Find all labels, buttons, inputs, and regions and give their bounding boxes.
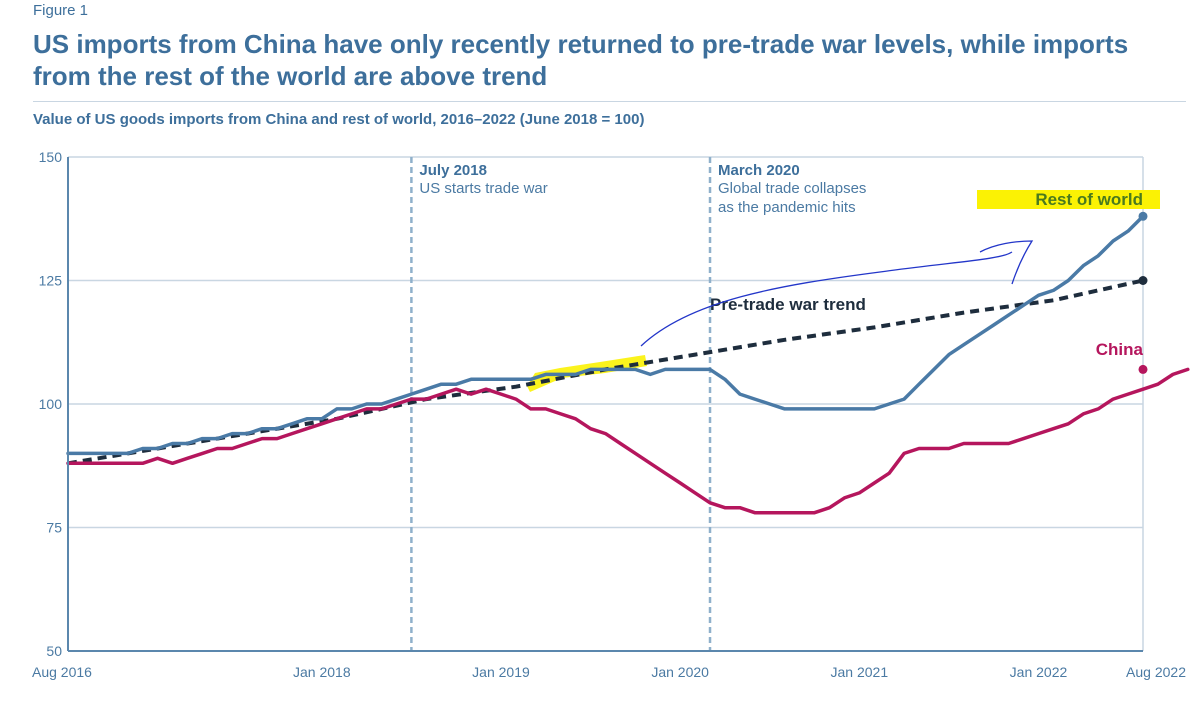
series-end-marker-pre-trade-war-trend — [1138, 276, 1148, 285]
chart-title: US imports from China have only recently… — [33, 29, 1129, 91]
x-tick-label-jan-2018: Jan 2018 — [293, 664, 351, 680]
y-tick-label-100: 100 — [39, 396, 63, 412]
x-tick-label-jan-2019: Jan 2019 — [472, 664, 530, 680]
label-rest-of-world: Rest of world — [1035, 190, 1143, 209]
annotation-text-1-1: as the pandemic hits — [718, 199, 856, 216]
series-line-rest-of-world — [66, 214, 1145, 456]
pen-arrow-head — [979, 240, 1034, 285]
title-divider — [33, 101, 1186, 102]
label-pre-trade-war-trend: Pre-trade war trend — [710, 295, 866, 314]
chart-series — [66, 211, 1190, 515]
annotation-text-1-0: Global trade collapses — [718, 180, 866, 197]
chart-axes: 50 75 100 125 150 Aug 2016 Jan 2018 Jan 2019 Jan… — [32, 149, 1186, 680]
x-tick-label-jan-2022: Jan 2022 — [1010, 664, 1068, 680]
x-tick-label-aug-2016: Aug 2016 — [32, 664, 92, 680]
annotation-title-0: July 2018 — [419, 162, 487, 179]
chart-subtitle: Value of US goods imports from China and… — [33, 111, 645, 128]
x-tick-label-aug-2022: Aug 2022 — [1126, 664, 1186, 680]
y-tick-label-75: 75 — [46, 520, 62, 536]
highlighter-mark-label — [977, 190, 1160, 209]
x-tick-label-jan-2021: Jan 2021 — [831, 664, 889, 680]
label-china: China — [1096, 340, 1144, 359]
annotation-title-1: March 2020 — [718, 162, 800, 179]
series-end-marker-rest-of-world — [1138, 211, 1148, 221]
chart-grid — [68, 156, 1144, 651]
figure-label: Figure 1 — [33, 2, 89, 19]
chart-series-labels: Rest of world China Pre-trade war trend — [710, 190, 1160, 359]
pen-annotation — [640, 240, 1034, 347]
series-end-marker-china — [1138, 364, 1148, 374]
series-line-china — [66, 367, 1190, 515]
y-tick-label-50: 50 — [46, 643, 62, 659]
annotation-text-0-0: US starts trade war — [419, 180, 547, 197]
x-tick-label-jan-2020: Jan 2020 — [651, 664, 709, 680]
pen-arrow-line — [640, 251, 1013, 347]
y-tick-label-125: 125 — [39, 273, 63, 289]
y-tick-label-150: 150 — [39, 149, 63, 165]
